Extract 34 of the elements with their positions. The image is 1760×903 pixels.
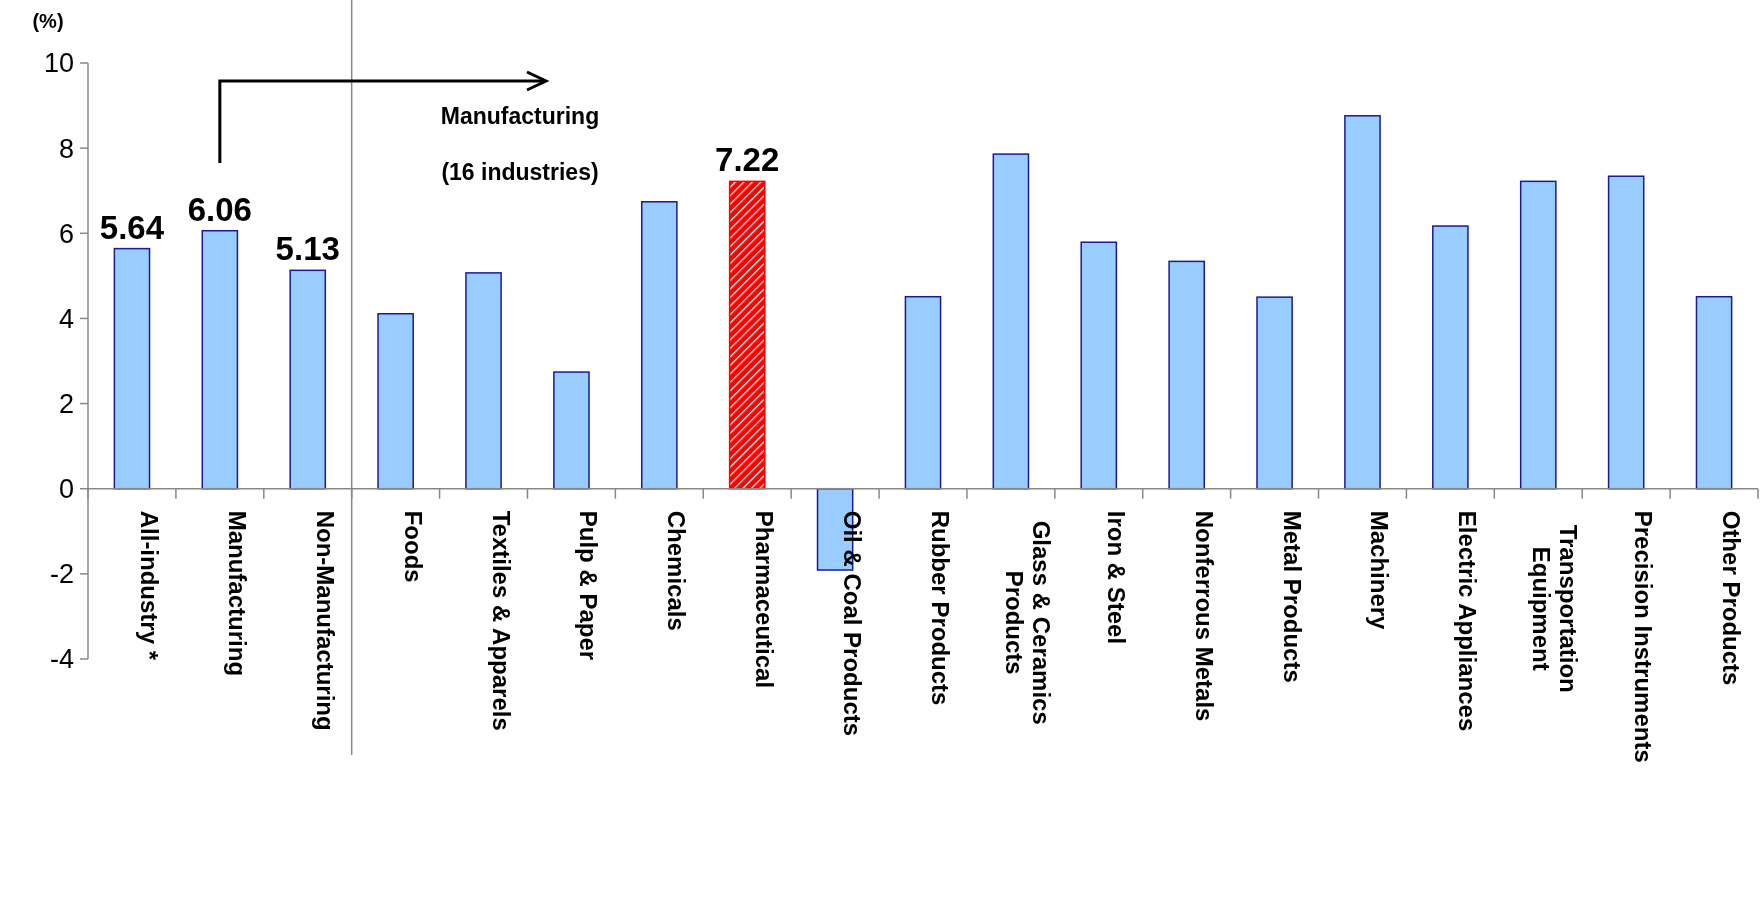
data-label: 7.22	[715, 141, 780, 179]
x-tick-label: Rubber Products	[927, 510, 954, 706]
y-tick-label: 0	[58, 474, 74, 505]
y-tick-label: -2	[49, 559, 74, 590]
data-label: 5.13	[275, 230, 340, 268]
data-label: 5.64	[99, 208, 165, 246]
y-tick-label: 2	[58, 389, 74, 420]
x-tick-label: Non-Manufacturing	[311, 510, 339, 731]
x-tick-label: Other Products	[1718, 510, 1746, 686]
x-tick-label: Electric Appliances	[1454, 510, 1482, 732]
x-tick-label: All-industry *	[135, 510, 163, 661]
x-tick-label: Oil & Coal Products	[839, 510, 867, 737]
x-tick-label: Nonferrous Metals	[1190, 510, 1218, 722]
y-tick-label: 4	[58, 303, 74, 334]
x-tick-label: Pulp & Paper	[575, 510, 603, 661]
x-tick-label: Transportation Equipment	[1528, 524, 1583, 693]
x-tick-label: Machinery	[1366, 510, 1394, 631]
y-tick-label: -4	[49, 644, 74, 675]
annotation: Manufacturing	[440, 103, 600, 129]
x-tick-label: Iron & Steel	[1102, 510, 1130, 645]
x-tick-label: Metal Products	[1278, 510, 1306, 683]
data-label: 6.06	[187, 190, 252, 228]
y-tick-label: 10	[43, 48, 74, 79]
x-tick-label: Textiles & Apparels	[487, 510, 515, 731]
x-tick-label: Precision Instruments	[1630, 510, 1658, 763]
y-axis-title: (%)	[32, 10, 64, 32]
x-tick-label: Chemicals	[663, 510, 691, 631]
x-tick-label: Foods	[399, 510, 427, 583]
annotation: (16 industries)	[441, 159, 599, 185]
y-tick-label: 8	[58, 133, 74, 164]
x-tick-label: Pharmaceutical	[751, 510, 779, 689]
x-tick-label: Glass & Ceramics Products	[1000, 520, 1055, 725]
x-tick-label: Manufacturing	[223, 510, 251, 677]
y-tick-label: 6	[58, 218, 74, 249]
